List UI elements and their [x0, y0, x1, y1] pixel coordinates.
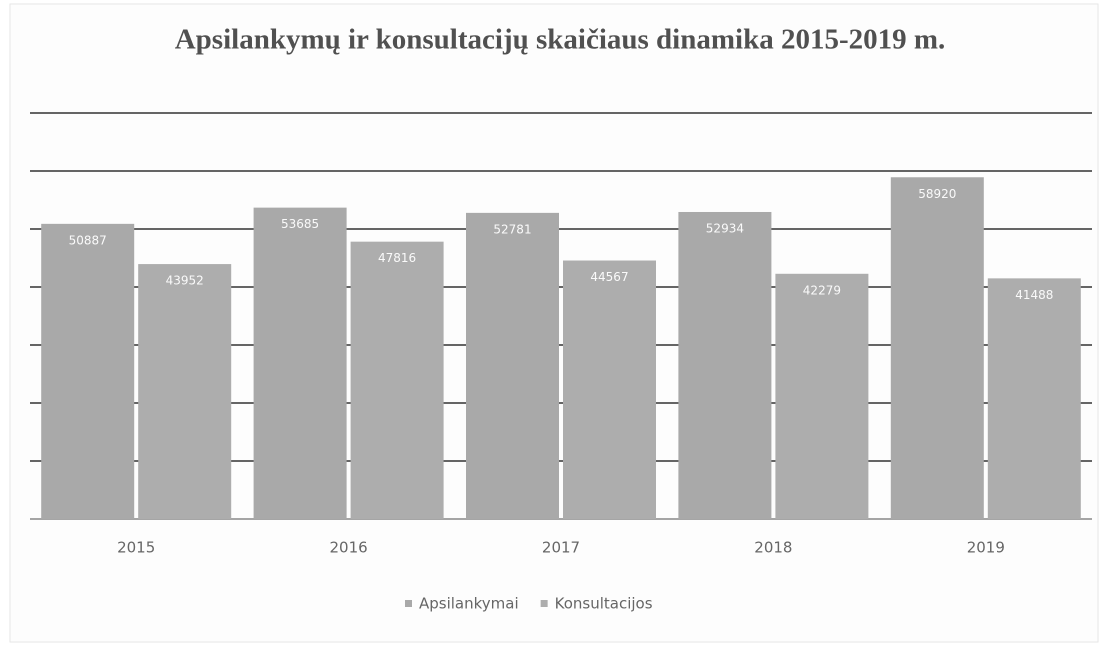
data-label: 50887 — [69, 233, 107, 247]
legend-swatch — [540, 600, 548, 607]
data-label: 47816 — [378, 251, 416, 265]
legend-swatch — [405, 600, 412, 607]
bar — [41, 223, 135, 519]
bar — [890, 177, 984, 519]
data-label: 44567 — [590, 270, 628, 284]
legend-label: Apsilankymai — [419, 595, 519, 613]
x-tick-label: 2019 — [967, 539, 1005, 557]
bar — [350, 241, 444, 519]
x-tick-label: 2016 — [330, 539, 368, 557]
data-label: 53685 — [281, 217, 319, 231]
x-tick-label: 2015 — [117, 539, 155, 557]
chart-title: Apsilankymų ir konsultacijų skaičiaus di… — [175, 24, 946, 56]
legend-label: Konsultacijos — [555, 595, 653, 613]
data-label: 42279 — [803, 283, 841, 297]
data-label: 41488 — [1015, 288, 1053, 302]
data-label: 58920 — [918, 187, 956, 201]
bar — [138, 264, 232, 519]
data-label: 52781 — [493, 222, 531, 236]
x-tick-label: 2017 — [542, 539, 580, 557]
bar — [563, 260, 656, 519]
x-tick-label: 2018 — [754, 539, 792, 557]
data-label: 52934 — [706, 221, 744, 235]
bar — [987, 278, 1081, 519]
bar — [466, 212, 559, 520]
bar — [253, 207, 347, 519]
bar — [775, 273, 869, 519]
bar — [678, 211, 772, 520]
data-label: 43952 — [166, 274, 204, 288]
